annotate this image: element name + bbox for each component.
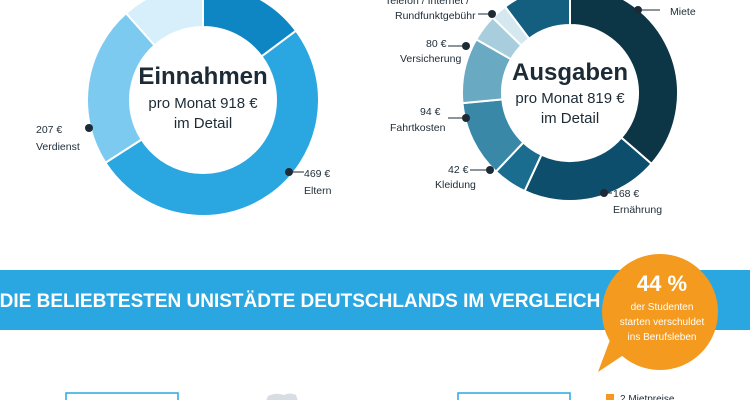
donut-subtitle: pro Monat 918 € <box>148 95 258 112</box>
donut-title: Einnahmen <box>138 63 267 90</box>
city-box-right <box>457 392 571 400</box>
label-dot <box>85 124 93 132</box>
callout-line: ins Berufsleben <box>628 332 697 343</box>
slice-value-label: 80 € <box>426 38 447 50</box>
donut-detail: im Detail <box>541 110 599 127</box>
label-dot <box>488 10 496 18</box>
slice-name-label: Rundfunktgebühr <box>395 10 476 22</box>
donut-chart-1: Einnahmen pro Monat 918 € im Detail 469 € El… <box>36 0 332 217</box>
donut-slice-2-8 <box>503 0 571 41</box>
city-box-left <box>65 392 179 400</box>
donut-title: Ausgaben <box>512 59 628 86</box>
slice-value-label: 168 € <box>613 188 639 200</box>
slice-value-label: 94 € <box>420 106 441 118</box>
slice-value-label: 469 € <box>304 168 330 180</box>
callout-tail <box>598 340 628 372</box>
slice-value-label: 42 € <box>448 164 469 176</box>
legend-text: 2 Mietpreise <box>620 394 675 400</box>
slice-value-label: 207 € <box>36 124 62 136</box>
germany-map-shape <box>266 393 298 400</box>
banner-title: DIE BELIEBTESTEN UNISTÄDTE DEUTSCHLANDS … <box>0 291 600 312</box>
donut-slice-1-4 <box>124 0 204 47</box>
slice-name-label: Eltern <box>304 185 332 197</box>
callout-line: der Studenten <box>631 302 694 313</box>
label-dot <box>462 42 470 50</box>
slice-name-label: Miete <box>670 6 696 18</box>
donut-subtitle: pro Monat 819 € <box>515 90 625 107</box>
label-dot <box>634 6 642 14</box>
donut-slice-1-2 <box>104 29 320 217</box>
label-dot <box>462 114 470 122</box>
donut-chart-2: Ausgaben pro Monat 819 € im Detail Miete 168… <box>385 0 696 216</box>
label-dot <box>285 168 293 176</box>
slice-name-label: Verdienst <box>36 141 80 153</box>
debt-callout: 44 % der Studenten starten verschuldet ins … <box>598 254 718 372</box>
label-dot <box>486 166 494 174</box>
slice-name-label: Ernährung <box>613 204 662 216</box>
callout-line: starten verschuldet <box>620 317 705 328</box>
callout-percent: 44 % <box>637 271 687 296</box>
slice-name-label: Kleidung <box>435 179 476 191</box>
donut-detail: im Detail <box>174 115 232 132</box>
slice-name-label: Telefon / Internet / <box>385 0 469 7</box>
callout-bubble <box>602 254 718 370</box>
label-dot <box>600 189 608 197</box>
slice-name-label: Versicherung <box>400 53 461 65</box>
legend-swatch <box>606 394 614 400</box>
slice-name-label: Fahrtkosten <box>390 122 446 134</box>
